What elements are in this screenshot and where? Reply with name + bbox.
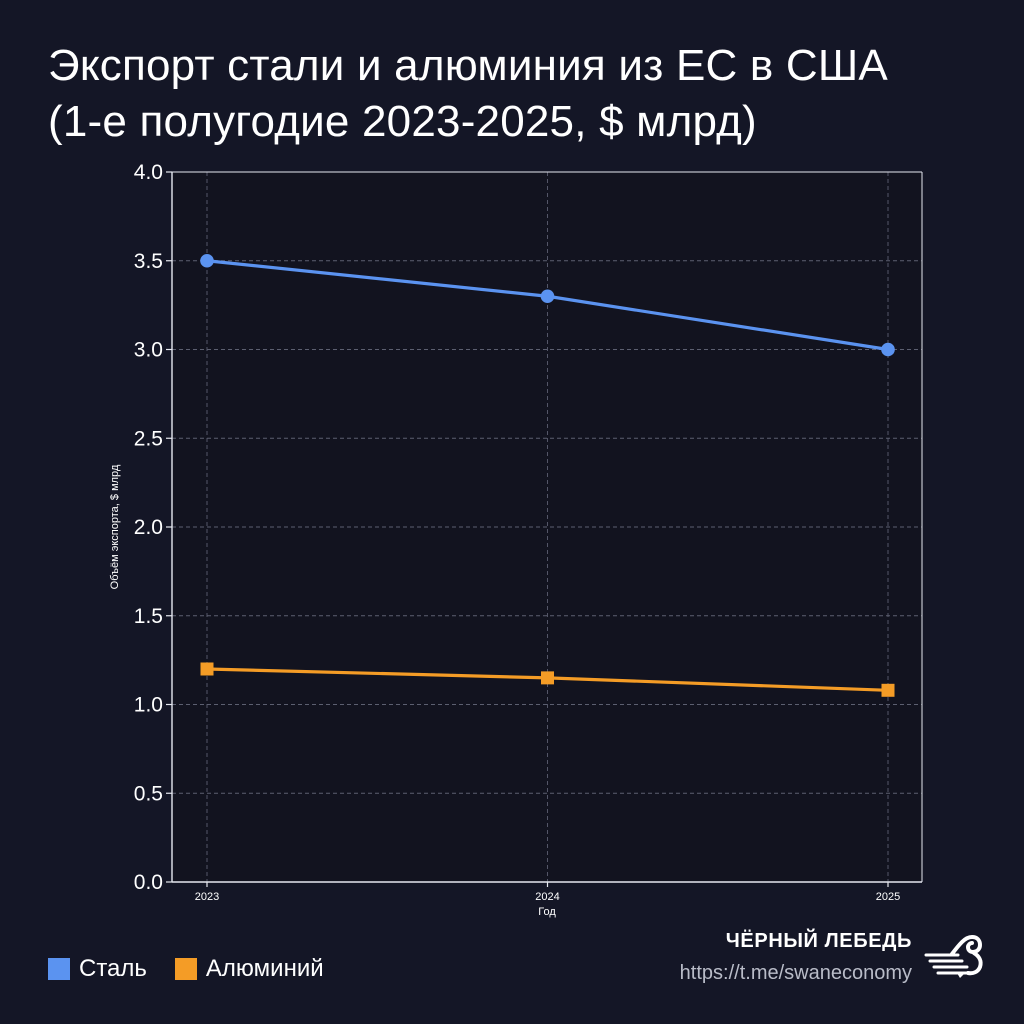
y-axis-title: Объём экспорта, $ млрд (109, 464, 121, 589)
y-tick-label: 3.0 (134, 339, 163, 362)
data-point-steel (540, 289, 555, 304)
y-tick-label: 1.5 (134, 605, 163, 628)
legend-label-aluminium: Алюминий (205, 955, 324, 982)
data-point-steel (881, 342, 895, 357)
data-point-aluminium (541, 671, 554, 685)
swan-logo-icon (924, 935, 983, 978)
x-tick-label: 2025 (876, 891, 900, 903)
x-tick-label: 2024 (535, 891, 559, 903)
y-tick-label: 2.0 (134, 516, 163, 539)
legend-label-steel: Сталь (79, 955, 147, 982)
y-tick-label: 1.0 (134, 694, 163, 717)
legend-item-steel: Сталь (48, 955, 147, 983)
y-tick-label: 0.0 (134, 871, 163, 894)
legend-swatch-aluminium (174, 958, 197, 980)
x-axis-ticks: 2023 2024 2025 (195, 882, 900, 903)
legend-swatch-steel (48, 958, 70, 980)
chart-title-line-1: Экспорт стали и алюминия из ЕС в США (48, 41, 888, 90)
brand-block: ЧЁРНЫЙ ЛЕБЕДЬ https://t.me/swaneconomy (680, 928, 912, 988)
x-axis-title: Год (538, 906, 556, 918)
y-tick-label: 0.5 (134, 782, 163, 805)
series-markers (200, 253, 895, 697)
legend-item-aluminium: Алюминий (174, 955, 324, 983)
y-tick-label: 4.0 (134, 161, 163, 184)
brand-name: ЧЁРНЫЙ ЛЕБЕДЬ (725, 930, 912, 952)
brand-url-link[interactable]: https://t.me/swaneconomy (679, 962, 912, 984)
y-tick-label: 2.5 (134, 427, 163, 450)
chart-legend: Сталь Алюминий (48, 955, 324, 983)
chart-title-line-2: (1-е полугодие 2023-2025, $ млрд) (48, 97, 757, 146)
data-point-aluminium (881, 683, 895, 697)
x-tick-label: 2023 (195, 891, 219, 903)
y-tick-label: 3.5 (134, 250, 163, 273)
data-point-aluminium (200, 662, 214, 676)
chart-title: Экспорт стали и алюминия из ЕС в США (1-… (48, 38, 988, 150)
data-point-steel (200, 253, 214, 268)
y-axis-ticks: 0.0 0.5 1.0 1.5 2.0 2.5 3.0 3.5 4.0 (134, 161, 172, 894)
grid-lines (172, 172, 922, 882)
